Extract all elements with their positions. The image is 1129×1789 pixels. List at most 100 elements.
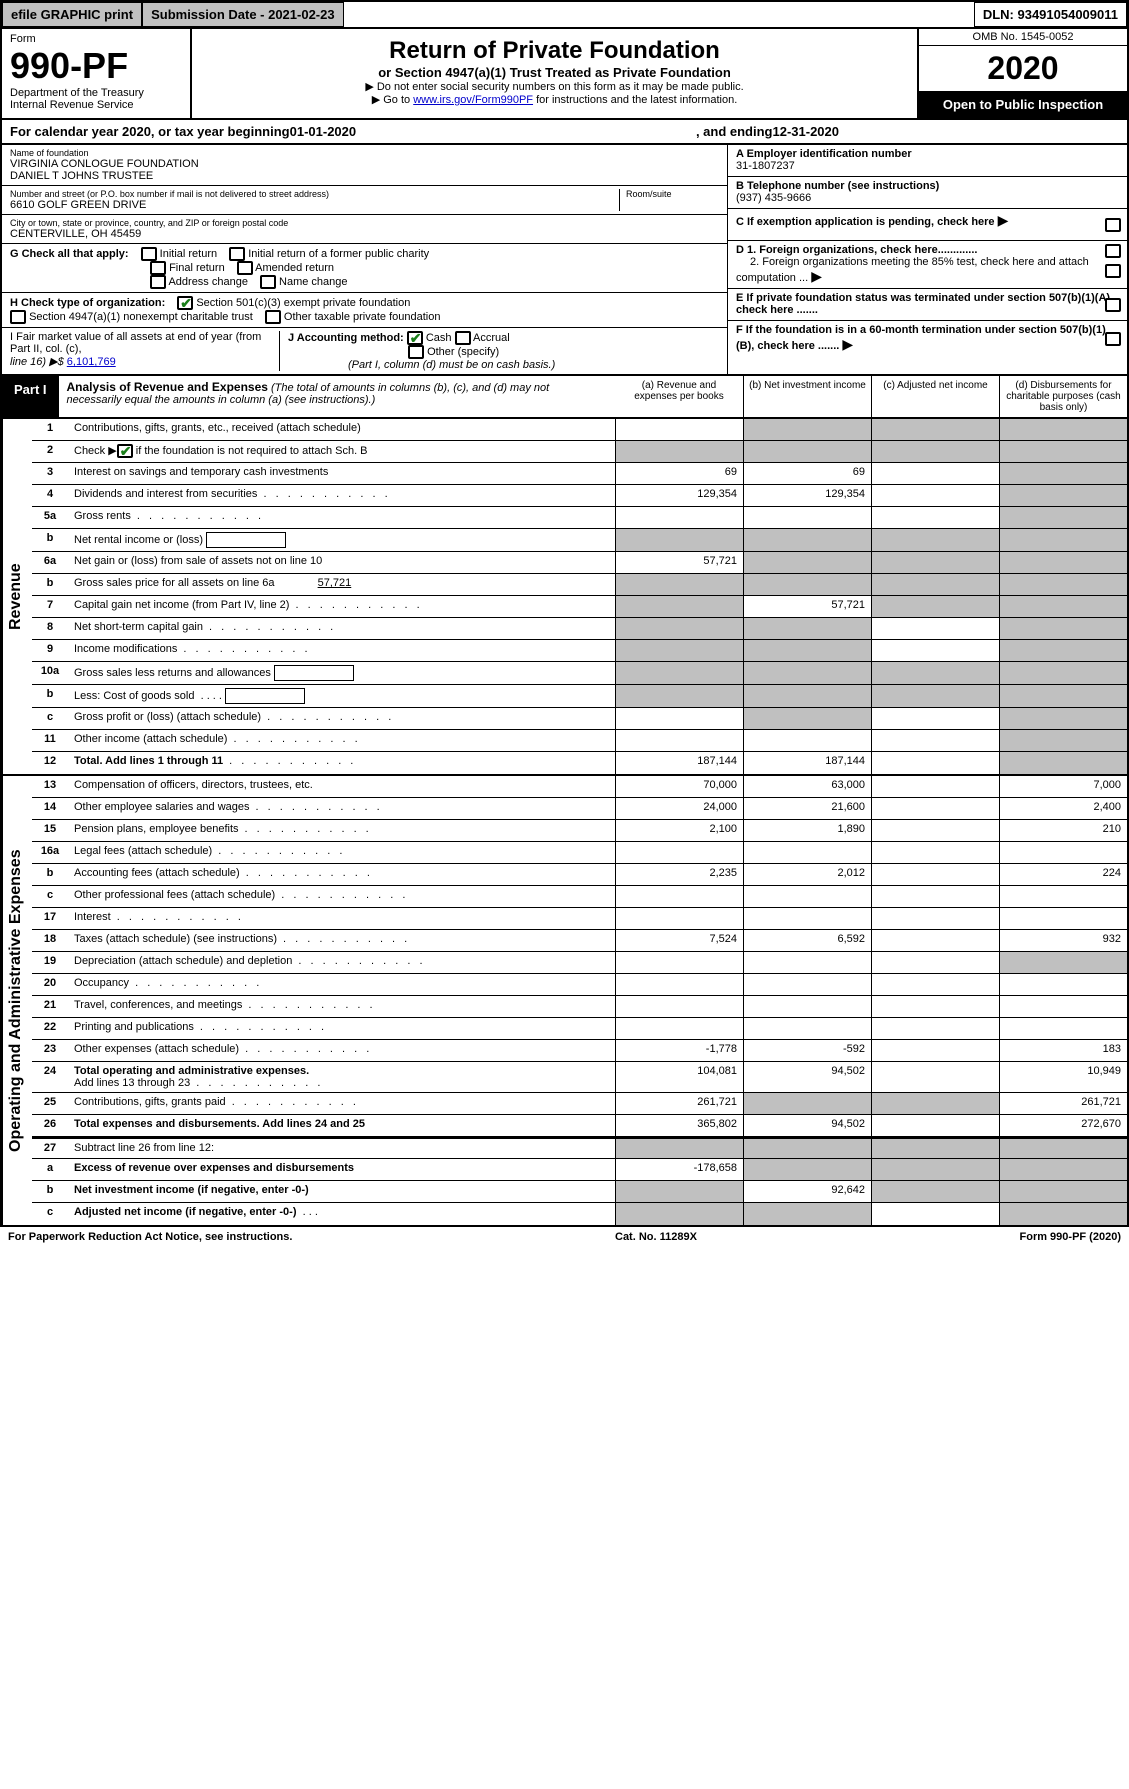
h-opt2: Section 4947(a)(1) nonexempt charitable … (29, 311, 253, 323)
calyear-end: 12-31-2020 (773, 124, 840, 139)
val-4b: 129,354 (743, 485, 871, 506)
line-17: Interest (68, 908, 615, 929)
h-label: H Check type of organization: (10, 297, 165, 309)
fmv-value[interactable]: 6,101,769 (67, 356, 116, 368)
line-16b: Accounting fees (attach schedule) (68, 864, 615, 885)
part1-header: Part I Analysis of Revenue and Expenses … (0, 376, 1129, 419)
val-24a: 104,081 (615, 1062, 743, 1092)
line-18: Taxes (attach schedule) (see instruction… (68, 930, 615, 951)
line-10a: Gross sales less returns and allowances (68, 662, 615, 684)
checkbox-c[interactable] (1105, 218, 1121, 232)
checkbox-initial-return[interactable] (141, 247, 157, 261)
g-opt1: Initial return (160, 248, 217, 260)
val-16bd: 224 (999, 864, 1127, 885)
checkbox-amended[interactable] (237, 261, 253, 275)
checkbox-address-change[interactable] (150, 275, 166, 289)
col-a-header: (a) Revenue and expenses per books (615, 376, 743, 417)
val-24d: 10,949 (999, 1062, 1127, 1092)
city-label: City or town, state or province, country… (10, 218, 719, 228)
val-14d: 2,400 (999, 798, 1127, 819)
checkbox-501c3[interactable] (177, 296, 193, 310)
line-21: Travel, conferences, and meetings (68, 996, 615, 1017)
form-subtitle: or Section 4947(a)(1) Trust Treated as P… (200, 65, 909, 80)
val-26a: 365,802 (615, 1115, 743, 1136)
line-8: Net short-term capital gain (68, 618, 615, 639)
checkbox-schb[interactable] (117, 444, 133, 458)
form990pf-link[interactable]: www.irs.gov/Form990PF (413, 94, 533, 106)
line-10b: Less: Cost of goods sold . . . . (68, 685, 615, 707)
line-5a: Gross rents (68, 507, 615, 528)
j-other: Other (specify) (427, 346, 499, 358)
footer-left: For Paperwork Reduction Act Notice, see … (8, 1231, 292, 1243)
val-16bb: 2,012 (743, 864, 871, 885)
line-7: Capital gain net income (from Part IV, l… (68, 596, 615, 617)
ein-label: A Employer identification number (736, 148, 912, 160)
info-grid: Name of foundation VIRGINIA CONLOGUE FOU… (0, 145, 1129, 376)
dept-treasury: Department of the Treasury (10, 87, 182, 99)
checkbox-accrual[interactable] (455, 331, 471, 345)
line-6b: Gross sales price for all assets on line… (68, 574, 615, 595)
form-label: Form (10, 33, 182, 45)
footer-mid: Cat. No. 11289X (615, 1231, 697, 1243)
line-9: Income modifications (68, 640, 615, 661)
part1-label: Part I (2, 376, 59, 417)
line-12: Total. Add lines 1 through 11 (68, 752, 615, 774)
line-2: Check ▶ if the foundation is not require… (68, 441, 615, 462)
checkbox-other-taxable[interactable] (265, 310, 281, 324)
checkbox-d1[interactable] (1105, 244, 1121, 258)
val-13a: 70,000 (615, 776, 743, 797)
i-label: I Fair market value of all assets at end… (10, 331, 261, 355)
instr-goto: ▶ Go to www.irs.gov/Form990PF for instru… (200, 93, 909, 106)
omb-number: OMB No. 1545-0052 (919, 29, 1127, 46)
checkbox-d2[interactable] (1105, 264, 1121, 278)
val-18b: 6,592 (743, 930, 871, 951)
j-accrual: Accrual (473, 332, 510, 344)
footer-right: Form 990-PF (2020) (1020, 1231, 1121, 1243)
val-23a: -1,778 (615, 1040, 743, 1061)
checkbox-final-return[interactable] (150, 261, 166, 275)
checkbox-name-change[interactable] (260, 275, 276, 289)
room-label: Room/suite (626, 189, 719, 199)
val-6a: 57,721 (615, 552, 743, 573)
checkbox-initial-former[interactable] (229, 247, 245, 261)
val-12b: 187,144 (743, 752, 871, 774)
col-b-header: (b) Net investment income (743, 376, 871, 417)
val-27b: 92,642 (743, 1181, 871, 1202)
val-14b: 21,600 (743, 798, 871, 819)
section-i: I Fair market value of all assets at end… (10, 331, 280, 371)
val-15b: 1,890 (743, 820, 871, 841)
line-24: Total operating and administrative expen… (68, 1062, 615, 1092)
val-25d: 261,721 (999, 1093, 1127, 1114)
val-14a: 24,000 (615, 798, 743, 819)
open-public: Open to Public Inspection (919, 91, 1127, 118)
checkbox-f[interactable] (1105, 332, 1121, 346)
f-label: F If the foundation is in a 60-month ter… (736, 324, 1106, 352)
g-opt4: Amended return (255, 262, 334, 274)
checkbox-cash[interactable] (407, 331, 423, 345)
checkbox-other-method[interactable] (408, 345, 424, 359)
line-27c: Adjusted net income (if negative, enter … (68, 1203, 615, 1225)
val-26b: 94,502 (743, 1115, 871, 1136)
checkbox-e[interactable] (1105, 298, 1121, 312)
ein-value: 31-1807237 (736, 160, 795, 172)
line-13: Compensation of officers, directors, tru… (68, 776, 615, 797)
street-address: 6610 GOLF GREEN DRIVE (10, 199, 619, 211)
form-number: 990-PF (10, 45, 182, 87)
line-15: Pension plans, employee benefits (68, 820, 615, 841)
i-line16: line 16) ▶$ (10, 356, 67, 368)
line-5b: Net rental income or (loss) (68, 529, 615, 551)
checkbox-4947a1[interactable] (10, 310, 26, 324)
j-label: J Accounting method: (288, 332, 404, 344)
line-16a: Legal fees (attach schedule) (68, 842, 615, 863)
line-1: Contributions, gifts, grants, etc., rece… (68, 419, 615, 440)
c-label: C If exemption application is pending, c… (736, 216, 995, 228)
val-3b: 69 (743, 463, 871, 484)
efile-print-button[interactable]: efile GRAPHIC print (2, 2, 142, 27)
phone-value: (937) 435-9666 (736, 192, 811, 204)
g-opt3: Final return (169, 262, 225, 274)
g-opt2: Initial return of a former public charit… (248, 248, 429, 260)
line-23: Other expenses (attach schedule) (68, 1040, 615, 1061)
irs: Internal Revenue Service (10, 99, 182, 111)
dln: DLN: 93491054009011 (974, 2, 1127, 27)
line-25: Contributions, gifts, grants paid (68, 1093, 615, 1114)
